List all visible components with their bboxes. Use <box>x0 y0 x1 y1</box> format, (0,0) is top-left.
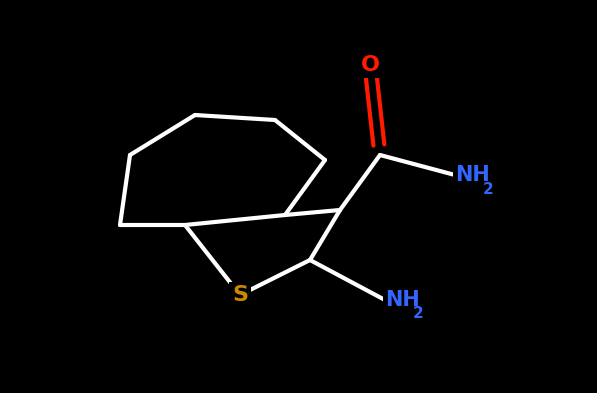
Text: 2: 2 <box>413 307 424 321</box>
Text: NH: NH <box>385 290 420 310</box>
Text: S: S <box>232 285 248 305</box>
Text: 2: 2 <box>483 182 494 196</box>
Text: O: O <box>361 55 380 75</box>
Text: NH: NH <box>455 165 490 185</box>
